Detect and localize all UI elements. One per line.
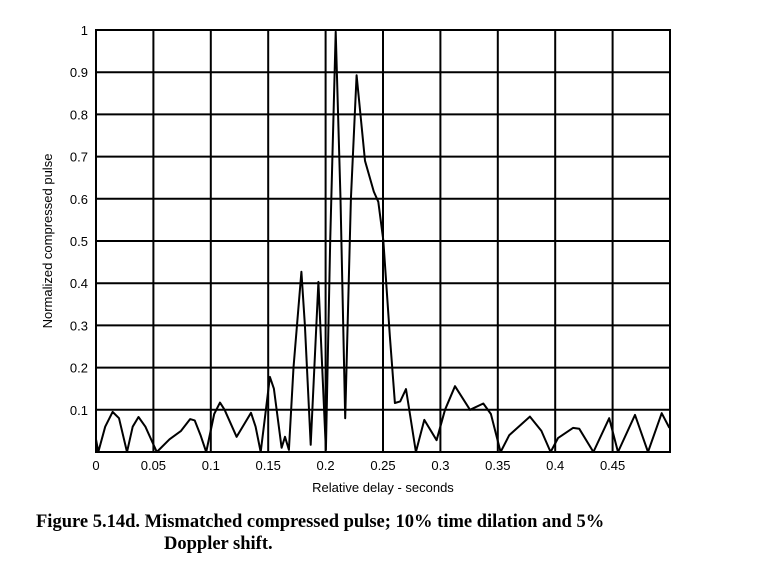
y-tick-label: 0.5 — [70, 234, 88, 249]
y-tick-label: 0.8 — [70, 107, 88, 122]
grid — [95, 29, 671, 453]
y-tick-label: 0.9 — [70, 65, 88, 80]
x-tick-label: 0.15 — [256, 458, 281, 473]
y-tick-label: 0.2 — [70, 361, 88, 376]
x-tick-label: 0.25 — [370, 458, 395, 473]
y-tick-label: 0.3 — [70, 318, 88, 333]
y-tick-label: 0.4 — [70, 276, 88, 291]
x-tick-label: 0 — [92, 458, 99, 473]
tick-labels: 0 0.05 0.1 0.15 0.2 0.25 0.3 0.35 0.4 0.45 0.1 0.2 0… — [70, 23, 625, 473]
y-tick-label: 0.1 — [70, 403, 88, 418]
x-tick-label: 0.45 — [600, 458, 625, 473]
figure-caption-line2: Doppler shift. — [164, 534, 273, 554]
x-tick-label: 0.35 — [485, 458, 510, 473]
series-line-compressed-pulse — [95, 30, 671, 453]
x-tick-label: 0.4 — [546, 458, 564, 473]
figure-caption-line1: Figure 5.14d. Mismatched compressed puls… — [36, 512, 605, 532]
x-axis-label: Relative delay - seconds — [312, 480, 454, 495]
y-tick-label: 1 — [81, 23, 88, 38]
x-tick-label: 0.1 — [202, 458, 220, 473]
y-tick-label: 0.6 — [70, 192, 88, 207]
x-tick-label: 0.05 — [141, 458, 166, 473]
y-tick-label: 0.7 — [70, 150, 88, 165]
y-axis-label: Normalized compressed pulse — [40, 154, 55, 329]
x-tick-label: 0.3 — [431, 458, 449, 473]
x-tick-label: 0.2 — [317, 458, 335, 473]
